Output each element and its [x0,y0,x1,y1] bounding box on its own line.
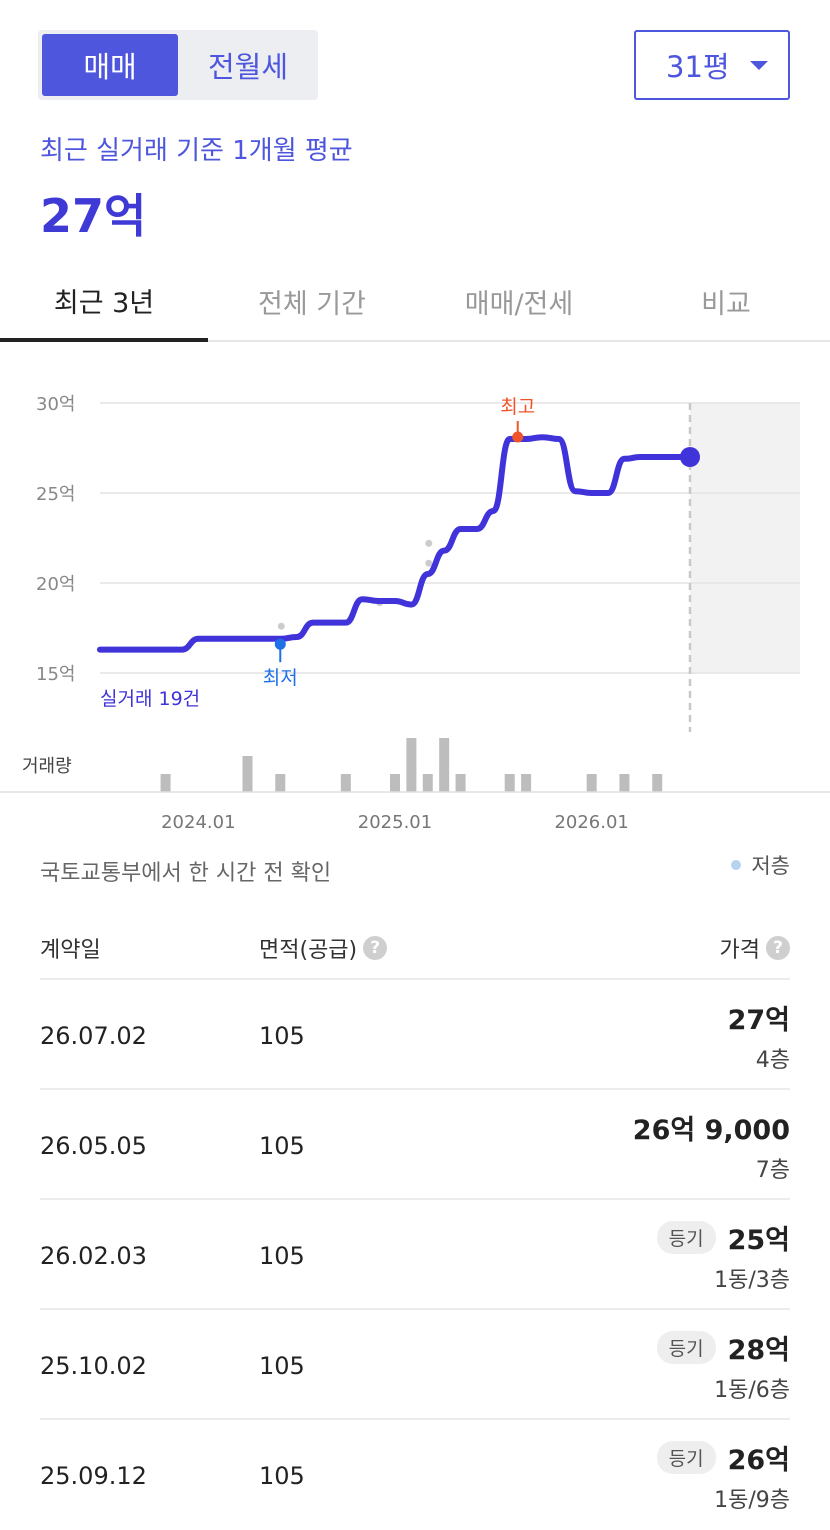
period-tabs: 최근 3년 전체 기간 매매/전세 비교 [0,262,830,342]
floor-value: 1동/6층 [714,1378,790,1403]
help-icon[interactable]: ? [766,936,790,960]
legend-low-floor-label: 저층 [751,854,790,878]
volume-label: 거래량 [22,756,72,777]
table-row[interactable]: 25.10.02 105 등기 28억 1동/6층 [40,1310,790,1420]
y-tick-label: 15억 [36,664,75,685]
price-value: 26억 9,000 [632,1115,790,1146]
area-value: 105 [259,1352,305,1380]
registered-badge: 등기 [656,1331,716,1364]
volume-bar [390,774,400,792]
header-date: 계약일 [40,938,101,963]
current-point [680,447,700,467]
volume-bar [521,774,532,792]
floor-value: 1동/3층 [714,1268,790,1293]
tab-recent-3y[interactable]: 최근 3년 [0,262,208,342]
low-floor-dot-icon [731,860,742,870]
table-row[interactable]: 26.07.02 105 27억 4층 [40,980,790,1090]
floor-value: 4층 [755,1048,790,1073]
contract-date: 26.02.03 [40,1242,147,1270]
volume-bar [652,774,663,792]
volume-bar [504,774,515,792]
trade-dot [425,559,433,567]
tab-rent[interactable]: 전월세 [207,50,289,84]
trade-dot [277,622,285,630]
future-area [690,403,800,673]
registered-badge: 등기 [656,1221,716,1254]
price-cell: 등기 28억 [656,1328,790,1367]
floor-value: 7층 [755,1158,790,1183]
price-cell: 27억 [728,998,790,1037]
price-cell: 등기 25억 [656,1218,790,1257]
floor-value: 1동/9층 [714,1488,790,1513]
volume-bar [406,738,417,792]
header-price: 가격 ? [720,932,790,964]
size-dropdown[interactable]: 31평 [634,30,790,100]
y-tick-label: 20억 [36,574,75,595]
contract-date: 26.07.02 [40,1022,147,1050]
high-marker [512,431,524,443]
volume-bar [242,756,253,792]
volume-bar [619,774,630,792]
header-area: 면적(공급) ? [259,932,388,964]
volume-bar [422,774,433,792]
area-value: 105 [259,1462,305,1490]
y-tick-label: 25억 [36,484,75,505]
price-cell: 등기 26억 [656,1438,790,1477]
contract-date: 25.09.12 [40,1462,147,1490]
x-tick-label: 2026.01 [554,812,628,830]
volume-bar [275,774,286,792]
area-value: 105 [259,1242,305,1270]
volume-bar [160,774,171,792]
volume-bar [439,738,450,792]
x-tick-label: 2025.01 [358,812,432,830]
table-header: 계약일 면적(공급) ? 가격 ? [40,912,790,980]
price-value: 28억 [727,1335,790,1366]
contract-date: 25.10.02 [40,1352,147,1380]
x-tick-label: 2024.01 [161,812,235,830]
source-text: 국토교통부에서 한 시간 전 확인 [40,861,332,886]
trade-type-toggle: 매매 전월세 [38,30,318,100]
tab-compare[interactable]: 비교 [701,288,751,320]
price-cell: 26억 9,000 [633,1108,790,1147]
help-icon[interactable]: ? [363,936,388,960]
size-dropdown-value: 31평 [666,50,730,84]
price-value: 27억 [727,1005,790,1036]
caret-down-icon [750,61,768,70]
tab-sale-jeonse[interactable]: 매매/전세 [464,288,574,320]
average-price: 27억 [40,189,147,243]
price-value: 25억 [727,1225,790,1256]
volume-bar [455,774,466,792]
tab-all-period[interactable]: 전체 기간 [258,288,366,320]
legend-low-floor: 저층 [731,850,790,880]
contract-date: 26.05.05 [40,1132,147,1160]
price-value: 26억 [727,1445,790,1476]
high-label: 최고 [500,396,535,418]
average-label: 최근 실거래 기준 1개월 평균 [40,136,353,166]
low-marker [274,638,286,650]
low-label: 최저 [263,667,298,689]
table-row[interactable]: 26.02.03 105 등기 25억 1동/3층 [40,1200,790,1310]
volume-bar [340,774,351,792]
transaction-table: 계약일 면적(공급) ? 가격 ? 26.07.02 105 27억 4층 26.05.… [40,912,790,1530]
trade-dot [425,539,433,547]
price-line [97,434,693,653]
trade-count-label: 실거래 19건 [100,688,200,710]
table-row[interactable]: 26.05.05 105 26억 9,000 7층 [40,1090,790,1200]
area-value: 105 [259,1022,305,1050]
volume-bar [586,774,597,792]
area-value: 105 [259,1132,305,1160]
y-tick-label: 30억 [36,394,75,415]
table-row[interactable]: 25.09.12 105 등기 26억 1동/9층 [40,1420,790,1530]
registered-badge: 등기 [656,1441,716,1474]
tab-sale[interactable]: 매매 [42,34,178,96]
